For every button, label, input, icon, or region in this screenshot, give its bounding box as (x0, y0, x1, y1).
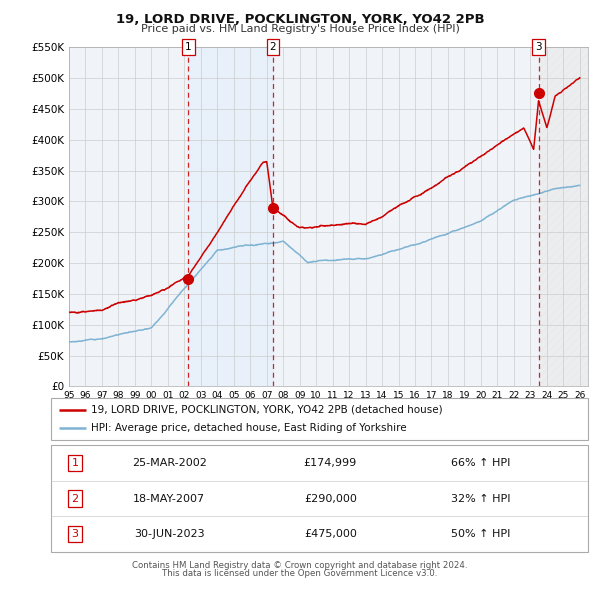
Text: £290,000: £290,000 (304, 494, 356, 503)
Text: £174,999: £174,999 (304, 458, 357, 468)
Text: 3: 3 (71, 529, 79, 539)
Text: 2: 2 (71, 494, 79, 503)
Text: 32% ↑ HPI: 32% ↑ HPI (451, 494, 511, 503)
Text: 19, LORD DRIVE, POCKLINGTON, YORK, YO42 2PB: 19, LORD DRIVE, POCKLINGTON, YORK, YO42 … (116, 13, 484, 26)
Text: 30-JUN-2023: 30-JUN-2023 (134, 529, 205, 539)
Bar (188, 47, 273, 386)
Text: £475,000: £475,000 (304, 529, 356, 539)
Text: HPI: Average price, detached house, East Riding of Yorkshire: HPI: Average price, detached house, East… (91, 423, 407, 433)
Text: 18-MAY-2007: 18-MAY-2007 (133, 494, 205, 503)
Text: 19, LORD DRIVE, POCKLINGTON, YORK, YO42 2PB (detached house): 19, LORD DRIVE, POCKLINGTON, YORK, YO42 … (91, 405, 443, 415)
Text: 2: 2 (269, 42, 276, 52)
Bar (539, 47, 588, 386)
Text: Contains HM Land Registry data © Crown copyright and database right 2024.: Contains HM Land Registry data © Crown c… (132, 560, 468, 569)
Text: 66% ↑ HPI: 66% ↑ HPI (451, 458, 510, 468)
Text: This data is licensed under the Open Government Licence v3.0.: This data is licensed under the Open Gov… (163, 569, 437, 578)
Text: Price paid vs. HM Land Registry's House Price Index (HPI): Price paid vs. HM Land Registry's House … (140, 24, 460, 34)
Text: 1: 1 (185, 42, 191, 52)
Text: 25-MAR-2002: 25-MAR-2002 (132, 458, 206, 468)
Text: 1: 1 (71, 458, 79, 468)
Text: 50% ↑ HPI: 50% ↑ HPI (451, 529, 510, 539)
Text: 3: 3 (535, 42, 542, 52)
